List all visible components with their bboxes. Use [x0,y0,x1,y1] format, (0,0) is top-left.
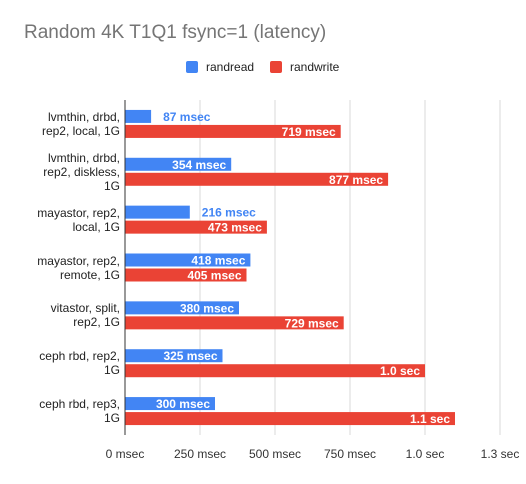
category-label-line: ceph rbd, rep2, [39,349,120,364]
bar-randwrite [125,412,455,426]
category-label: lvmthin, drbd, rep2, local, 1G [8,110,120,138]
data-label-randread: 87 msec [163,110,211,124]
bar-randwrite [125,172,389,186]
bar-randwrite [125,124,341,138]
category-label-line: 1G [103,411,120,426]
category-label-line: 1G [103,178,120,193]
category-label-line: rep2, 1G [73,315,120,330]
bar-randwrite [125,220,267,234]
data-label-randwrite: 1.0 sec [380,364,420,378]
bar-randwrite [125,316,344,330]
legend: randread randwrite [0,58,526,76]
category-label: lvmthin, drbd, rep2, diskless, 1G [8,151,120,193]
chart-title: Random 4K T1Q1 fsync=1 (latency) [24,22,327,43]
bar-randread [125,157,232,171]
category-label-line: vitastor, split, [50,301,120,316]
data-label-randwrite: 719 msec [282,125,336,139]
legend-swatch-randwrite [270,61,282,73]
category-label: ceph rbd, rep2, 1G [8,349,120,377]
category-label-line: mayastor, rep2, [37,253,120,268]
data-label-randwrite: 877 msec [329,173,383,187]
legend-label-randwrite: randwrite [290,60,340,74]
bar-randread [125,253,251,267]
x-tick-label: 0 msec [105,447,145,461]
category-label-line: mayastor, rep2, [37,205,120,220]
category-label-line: lvmthin, drbd, [47,150,120,165]
category-label-line: rep2, local, 1G [41,123,120,138]
data-label-randread: 300 msec [156,397,210,411]
category-label-line: 1G [103,363,120,378]
data-label-randwrite: 473 msec [208,221,262,235]
legend-item-randread: randread [186,58,254,76]
x-tick-label: 500 msec [248,447,302,461]
category-label-line: lvmthin, drbd, [47,109,120,124]
category-label: vitastor, split, rep2, 1G [8,301,120,329]
category-label: ceph rbd, rep3, 1G [8,397,120,425]
category-label-line: local, 1G [72,219,120,234]
x-tick-label: 750 msec [323,447,377,461]
x-tick-label: 250 msec [173,447,227,461]
bar-randread [125,349,223,363]
x-tick-label: 1.3 sec [480,447,520,461]
data-label-randread: 325 msec [163,349,217,363]
data-label-randread: 354 msec [172,158,226,172]
category-label: mayastor, rep2, remote, 1G [8,254,120,282]
category-label-line: rep2, diskless, [43,164,120,179]
bar-randread [125,301,239,315]
legend-swatch-randread [186,61,198,73]
bar-randread [125,109,152,123]
category-label-line: remote, 1G [59,267,120,282]
category-label-line: ceph rbd, rep3, [39,397,120,412]
data-label-randread: 216 msec [202,206,256,220]
bar-randread [125,397,215,411]
legend-label-randread: randread [206,60,255,74]
category-label: mayastor, rep2, local, 1G [8,206,120,234]
x-tick-label: 1.0 sec [405,447,445,461]
data-label-randread: 380 msec [180,301,234,315]
bar-randwrite [125,364,425,378]
data-label-randwrite: 729 msec [285,316,339,330]
legend-item-randwrite: randwrite [270,58,339,76]
data-label-randwrite: 1.1 sec [410,412,450,426]
bar-randwrite [125,268,247,282]
data-label-randread: 418 msec [191,254,245,268]
bar-randread [125,205,190,219]
data-label-randwrite: 405 msec [187,269,241,283]
